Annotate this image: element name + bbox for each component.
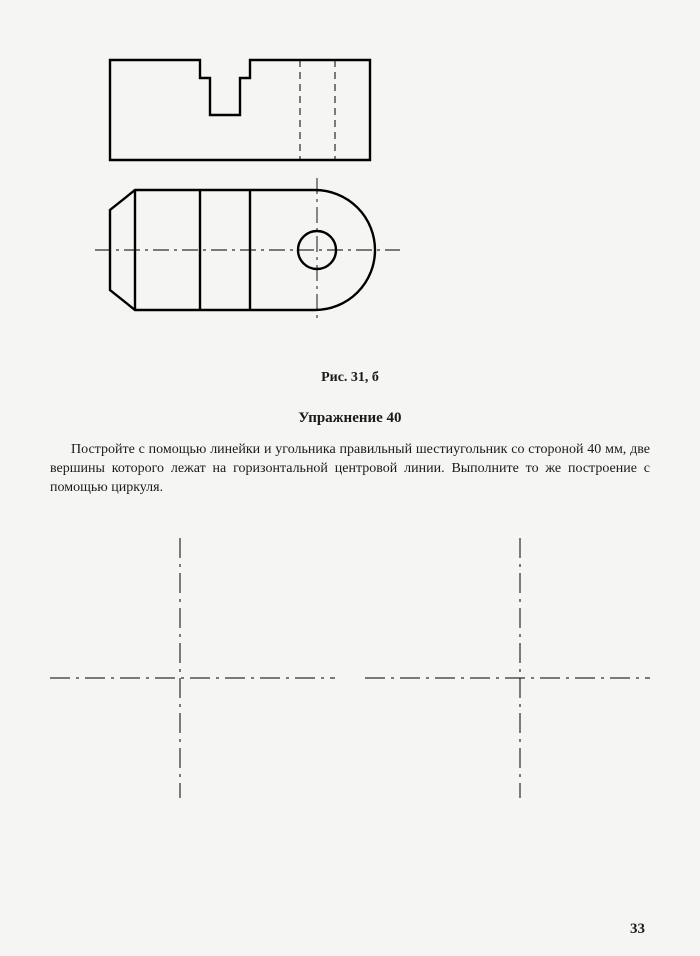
technical-drawing (90, 40, 690, 330)
axes-left (50, 538, 335, 798)
exercise-text: Постройте с помощью линейки и угольника … (50, 441, 650, 498)
exercise-title: Упражнение 40 (50, 410, 650, 427)
front-view (110, 60, 370, 160)
construction-axes-area (50, 538, 650, 798)
page-number: 33 (630, 921, 645, 938)
figure-caption: Рис. 31, б (50, 370, 650, 386)
axes-right (365, 538, 650, 798)
top-view (95, 178, 400, 322)
